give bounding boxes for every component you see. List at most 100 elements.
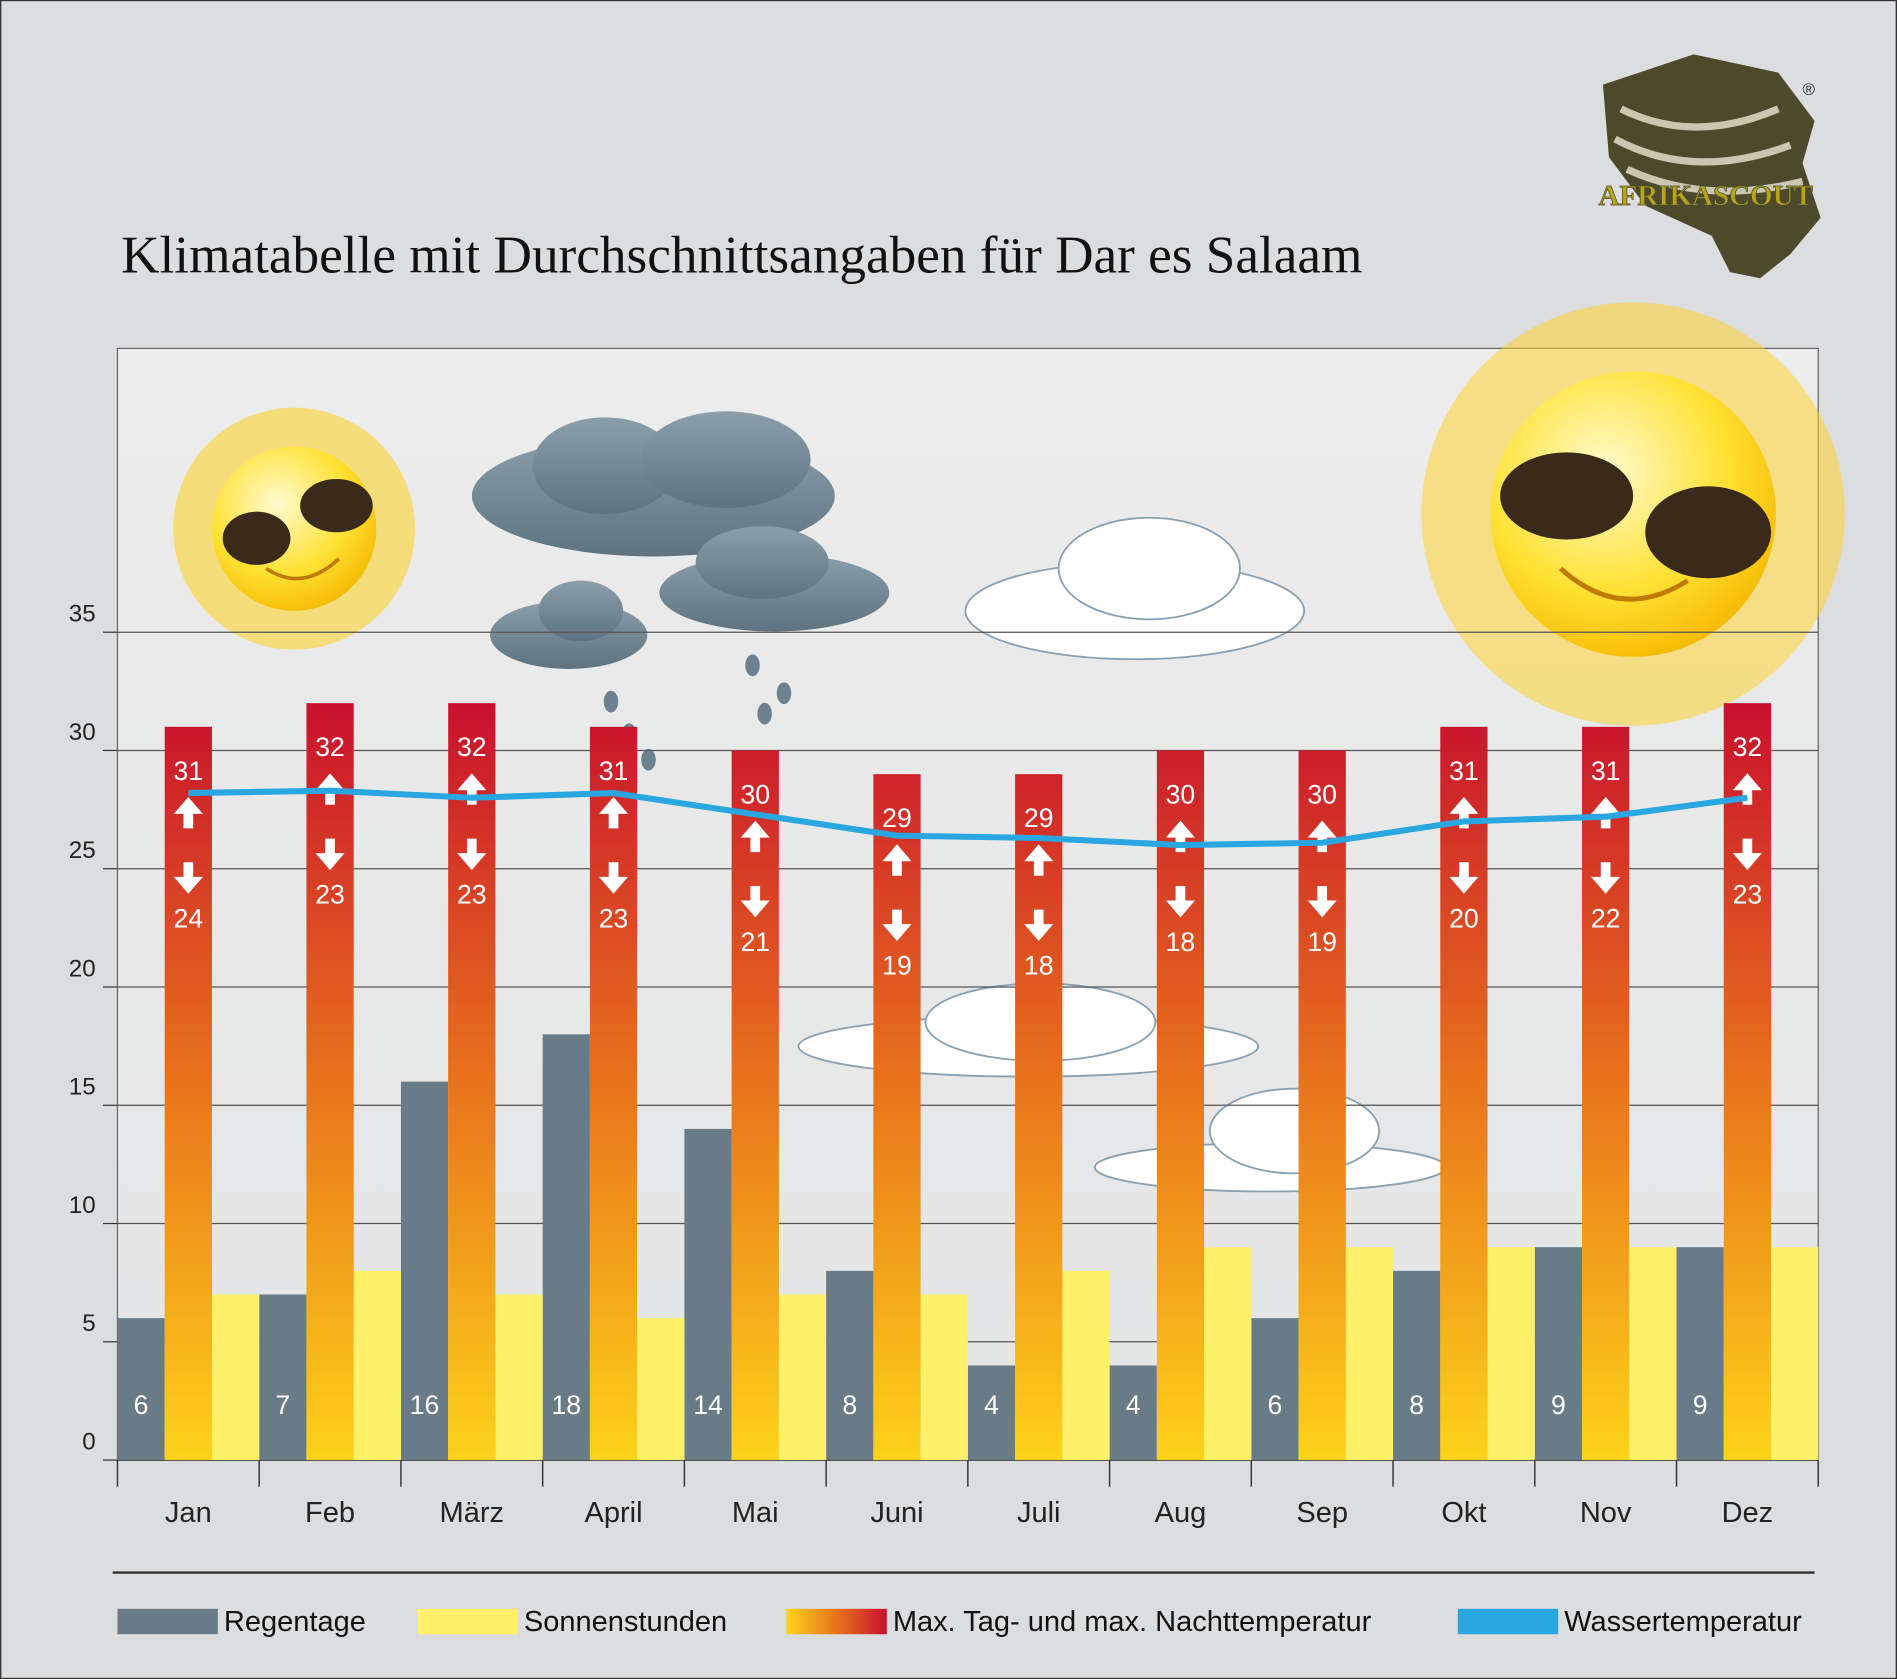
bar	[1062, 1270, 1110, 1461]
night-value-label: 23	[1733, 880, 1763, 910]
bar	[353, 1270, 401, 1461]
day-value-label: 31	[1449, 756, 1479, 786]
bar	[1487, 1247, 1535, 1461]
arrow-down	[599, 862, 629, 894]
bar	[164, 726, 212, 1461]
value-label: 9	[1551, 1390, 1566, 1420]
day-value-label: 32	[315, 732, 345, 762]
legend-swatch	[417, 1608, 518, 1635]
arrow-down	[740, 885, 770, 918]
x-tick-label: Juli	[1017, 1497, 1061, 1529]
arrow-up	[1449, 796, 1479, 829]
y-tick-label: 35	[69, 601, 96, 628]
day-value-label: 29	[882, 803, 912, 833]
y-tick-label: 5	[82, 1310, 95, 1337]
arrow-down	[315, 838, 345, 871]
arrow-up	[1591, 796, 1621, 829]
night-value-label: 19	[882, 951, 912, 981]
arrow-down	[173, 862, 203, 894]
value-label: 8	[842, 1390, 857, 1420]
bar	[1440, 726, 1488, 1461]
x-tick-label: Aug	[1155, 1497, 1207, 1529]
x-tick-label: März	[440, 1497, 504, 1529]
night-value-label: 20	[1449, 903, 1479, 933]
arrow-up	[457, 773, 487, 805]
value-label: 16	[410, 1390, 440, 1420]
day-value-label: 32	[1733, 732, 1763, 762]
night-value-label: 24	[174, 903, 204, 933]
arrow-up	[173, 796, 203, 829]
bar	[1534, 1247, 1583, 1461]
value-label: 4	[984, 1390, 999, 1420]
value-label: 18	[551, 1390, 581, 1420]
bar	[1629, 1247, 1677, 1461]
day-value-label: 30	[740, 779, 770, 809]
bar	[637, 1318, 685, 1461]
night-value-label: 23	[599, 903, 629, 933]
bar	[1251, 1318, 1299, 1461]
x-tick-label: Juni	[870, 1497, 923, 1529]
bar	[1676, 1247, 1724, 1461]
night-value-label: 23	[457, 880, 487, 910]
day-value-label: 31	[599, 756, 629, 786]
bar	[589, 726, 638, 1461]
bar	[259, 1294, 307, 1461]
x-tick-label: Jan	[165, 1497, 212, 1529]
x-tick-label: Feb	[305, 1497, 355, 1529]
bar	[684, 1128, 732, 1461]
arrow-down	[1307, 885, 1337, 918]
y-tick-label: 15	[69, 1074, 96, 1101]
arrow-up	[1024, 844, 1054, 876]
bar	[1298, 750, 1346, 1461]
day-value-label: 30	[1166, 779, 1196, 809]
arrow-down	[1732, 838, 1762, 871]
bar	[826, 1270, 874, 1461]
x-tick-label: Sep	[1296, 1497, 1348, 1529]
legend-label: Max. Tag- und max. Nachttemperatur	[893, 1606, 1372, 1638]
legend-swatch	[117, 1608, 218, 1635]
y-tick-label: 0	[82, 1429, 95, 1456]
water-line	[188, 787, 1748, 849]
arrow-down	[882, 909, 912, 942]
bar	[1345, 1247, 1394, 1461]
bar	[1015, 774, 1063, 1461]
sun-small	[173, 407, 416, 650]
night-value-label: 18	[1024, 951, 1054, 981]
bar	[400, 1081, 449, 1461]
value-label: 6	[1268, 1390, 1283, 1420]
x-tick-label: Nov	[1580, 1497, 1632, 1529]
rain-clouds	[471, 411, 890, 771]
y-tick-label: 10	[69, 1192, 96, 1219]
arrow-down	[1449, 862, 1479, 894]
sun-large	[1421, 302, 1845, 726]
value-label: 8	[1409, 1390, 1424, 1420]
value-label: 9	[1693, 1390, 1708, 1420]
x-tick-label: Dez	[1722, 1497, 1774, 1529]
arrow-down	[1165, 885, 1195, 918]
value-label: 14	[693, 1390, 723, 1420]
bar	[495, 1294, 543, 1461]
bar	[542, 1034, 590, 1461]
bar	[873, 774, 921, 1461]
y-tick-label: 30	[69, 719, 96, 746]
value-label: 6	[134, 1390, 149, 1420]
night-value-label: 18	[1166, 927, 1196, 957]
legend-label: Regentage	[224, 1606, 366, 1638]
night-value-label: 19	[1307, 927, 1337, 957]
bar	[1770, 1247, 1819, 1461]
x-tick-label: April	[585, 1497, 643, 1529]
bar	[1156, 750, 1205, 1461]
y-tick-label: 20	[69, 955, 96, 982]
x-tick-label: Okt	[1441, 1497, 1486, 1529]
arrow-up	[882, 844, 912, 876]
bar	[117, 1318, 165, 1461]
bar	[306, 703, 354, 1461]
day-value-label: 32	[457, 732, 487, 762]
legend-label: Sonnenstunden	[524, 1606, 727, 1638]
arrow-up	[1732, 773, 1762, 805]
bar	[448, 703, 496, 1461]
arrow-up	[1165, 820, 1195, 853]
bar	[1393, 1270, 1441, 1461]
legend-swatch	[786, 1608, 887, 1635]
